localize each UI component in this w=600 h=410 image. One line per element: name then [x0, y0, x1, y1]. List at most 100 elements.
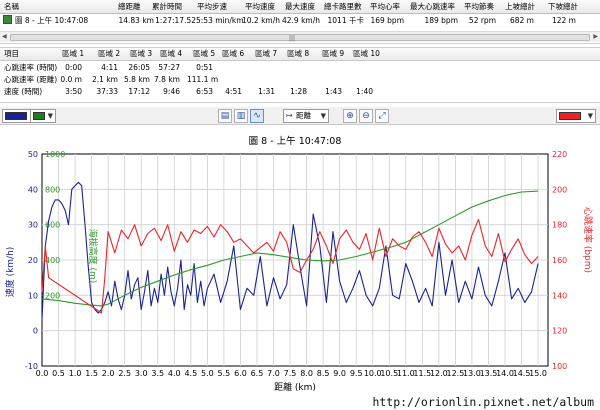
col-max-hr[interactable]: 最大心跳速率 — [410, 2, 455, 11]
zone-cell: 9:46 — [163, 87, 180, 96]
chart-overlay-icon[interactable]: ∿ — [250, 109, 264, 123]
col-ascent[interactable]: 上坡總計 — [505, 2, 535, 11]
y-tick-speed: -10 — [25, 362, 38, 371]
zone-cell: 1:28 — [290, 87, 307, 96]
x-tick: 12.5 — [446, 369, 464, 378]
y-tick-altitude: 200 — [45, 291, 60, 300]
zone-header-6: 區域 6 — [222, 49, 245, 58]
zone-row-label: 心跳速率 (距離) — [4, 75, 58, 84]
zone-cell: 3:50 — [65, 87, 82, 96]
horizontal-scrollbar[interactable]: ◀ ||| ▶ — [0, 31, 600, 42]
series-line-2 — [41, 218, 539, 314]
zone-row: 速度 (時間) 3:50 37:33 17:12 9:46 6:53 4:51 1:31 1:2… — [0, 86, 600, 97]
chevron-down-icon: ▼ — [47, 112, 53, 120]
chart-title: 圖 8 - 上午 10:47:08 — [249, 135, 342, 147]
y-axis-label-speed: 速度 (km/h) — [4, 247, 16, 298]
distance-icon: ↦ — [286, 111, 293, 120]
col-name[interactable]: 名稱 — [4, 2, 19, 11]
col-pace[interactable]: 平均步速 — [197, 2, 227, 11]
x-tick: 10.5 — [380, 369, 398, 378]
zone-header-3: 區域 3 — [130, 49, 153, 58]
x-tick: 5.0 — [201, 369, 214, 378]
col-time[interactable]: 累計時間 — [152, 2, 182, 11]
zone-header-8: 區域 8 — [287, 49, 310, 58]
x-tick: 5.5 — [218, 369, 231, 378]
y-tick-hr: 160 — [552, 256, 567, 265]
col-calories[interactable]: 總卡路里數 — [324, 2, 362, 11]
zone-cell: 1:43 — [325, 87, 342, 96]
x-tick: 4.0 — [168, 369, 181, 378]
y-tick-altitude: 600 — [45, 221, 60, 230]
y-tick-hr: 120 — [552, 327, 567, 336]
zoom-in-icon[interactable]: ⊕ — [343, 109, 357, 123]
col-avg-hr[interactable]: 平均心率 — [370, 2, 400, 11]
activity-summary-table: 名稱 總距離 累計時間 平均步速 平均速度 最大速度 總卡路里數 平均心率 最大… — [0, 0, 600, 44]
col-avg-speed[interactable]: 平均速度 — [245, 2, 275, 11]
zone-header-9: 區域 9 — [322, 49, 345, 58]
x-tick: 14.5 — [513, 369, 531, 378]
zone-row: 心跳速率 (距離) 0.0 m 2.1 km 5.8 km 7.8 km 111.1 m — [0, 74, 600, 85]
x-tick: 7.0 — [267, 369, 280, 378]
x-tick: 13.0 — [463, 369, 481, 378]
zone-cell: 57:27 — [158, 63, 180, 72]
scroll-left-icon[interactable]: ◀ — [2, 33, 7, 40]
left-color-swatch — [5, 112, 27, 120]
zone-cell: 26:05 — [128, 63, 150, 72]
x-tick: 8.5 — [317, 369, 330, 378]
zone-cell: 111.1 m — [187, 75, 219, 84]
activity-row[interactable]: 圖 8 - 上午 10:47:08 14.83 km 1:27:17.52 5:… — [0, 14, 600, 27]
y-tick-hr: 100 — [552, 362, 567, 371]
y-tick-speed: 10 — [28, 291, 38, 300]
x-tick: 9.0 — [333, 369, 346, 378]
activity-chart[interactable]: 50 40 30 20 10 0 -10 0.0 0.5 1.0 1.5 2.0 2.5 3.0 3.5 4.… — [0, 126, 600, 410]
x-tick: 7.5 — [284, 369, 297, 378]
zone-cell: 7.8 km — [154, 75, 180, 84]
zoom-out-icon[interactable]: ⊖ — [359, 109, 373, 123]
col-distance[interactable]: 總距離 — [118, 2, 141, 11]
chart-toolbar: ▼ ▼ ▤ ▥ ∿ ↦ 距離 ▼ ⊕ ⊖ ⤢ ▼ — [0, 107, 600, 125]
zone-cell: 2.1 km — [92, 75, 118, 84]
zoom-fit-icon[interactable]: ⤢ — [375, 109, 389, 123]
chart-layout-2-icon[interactable]: ▥ — [234, 109, 248, 123]
y-tick-speed: 20 — [28, 256, 38, 265]
x-tick: 2.5 — [118, 369, 131, 378]
activity-max-speed: 42.9 km/h — [281, 16, 320, 25]
x-tick: 3.0 — [135, 369, 148, 378]
y-tick-speed: 40 — [28, 185, 38, 194]
zone-cell: 5.8 km — [124, 75, 150, 84]
y-axis-label-hr: 心跳速率 (bpm) — [582, 207, 594, 273]
series-line-1 — [41, 190, 539, 307]
col-descent[interactable]: 下坡總計 — [548, 2, 578, 11]
zone-header-5: 區域 5 — [193, 49, 216, 58]
col-cadence[interactable]: 平均節奏 — [464, 2, 494, 11]
scroll-grip: ||| — [289, 35, 296, 42]
col-max-speed[interactable]: 最大速度 — [285, 2, 315, 11]
x-tick: 11.0 — [397, 369, 415, 378]
x-axis-select[interactable]: ↦ 距離 ▼ — [283, 109, 329, 123]
activity-ascent: 682 m — [509, 16, 534, 25]
zone-header-2: 區域 2 — [98, 49, 121, 58]
hr-color-swatch — [559, 112, 581, 120]
zone-header-10: 區域 10 — [353, 49, 380, 58]
chart-layout-1-icon[interactable]: ▤ — [218, 109, 232, 123]
scroll-thumb[interactable]: ||| — [10, 34, 590, 42]
zone-cell: 0.0 m — [60, 75, 82, 84]
activity-descent: 122 m — [551, 16, 576, 25]
scroll-right-icon[interactable]: ▶ — [593, 33, 598, 40]
x-tick: 8.0 — [300, 369, 313, 378]
right-axis-color-picker[interactable]: ▼ — [30, 109, 56, 123]
zone-cell: 0:51 — [196, 63, 213, 72]
x-tick: 0.0 — [36, 369, 49, 378]
zone-header-7: 區域 7 — [255, 49, 278, 58]
activity-name: 圖 8 - 上午 10:47:08 — [15, 16, 89, 25]
activity-icon — [3, 15, 12, 24]
hr-axis-color-picker[interactable]: ▼ — [556, 109, 596, 123]
x-tick: 12.0 — [430, 369, 448, 378]
y-tick-hr: 140 — [552, 291, 567, 300]
x-tick: 14.0 — [496, 369, 514, 378]
zones-header: 項目 區域 1 區域 2 區域 3 區域 4 區域 5 區域 6 區域 7 區域 8 區域 9 區域… — [0, 48, 600, 61]
x-tick: 1.5 — [85, 369, 98, 378]
activity-time: 1:27:17.52 — [155, 16, 196, 25]
right-color-swatch — [33, 112, 45, 120]
